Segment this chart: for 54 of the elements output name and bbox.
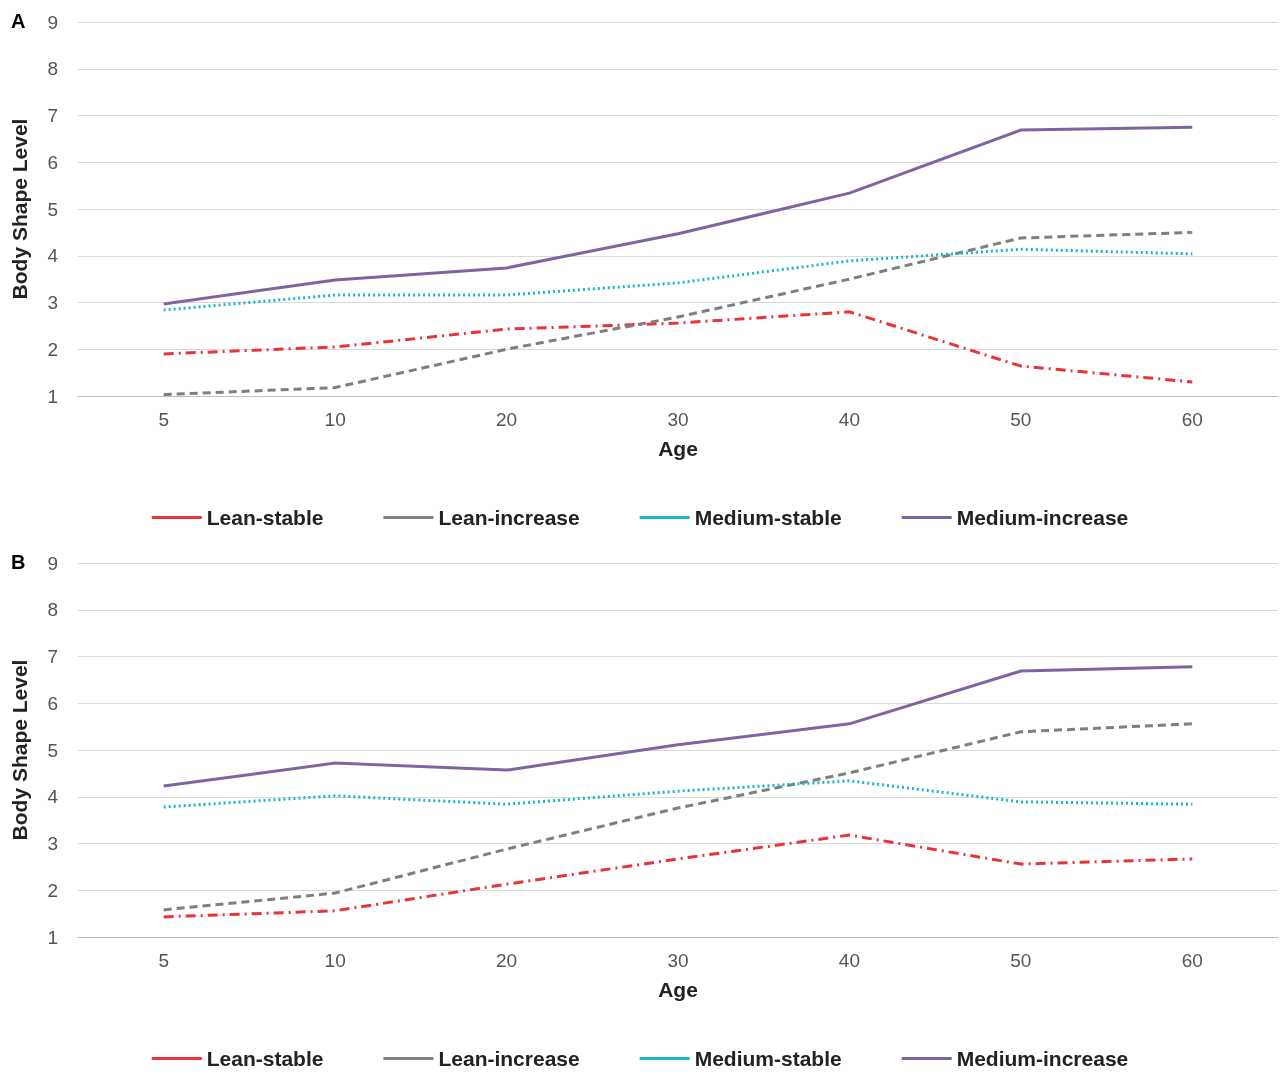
y-tick-label: 7 [47, 105, 58, 126]
x-tick-label: 20 [496, 950, 518, 971]
legend-label: Medium-increase [956, 1047, 1129, 1070]
y-tick-label: 2 [47, 879, 58, 901]
legend-label: Lean-stable [206, 1047, 324, 1070]
y-tick-label: 1 [47, 926, 58, 948]
y-tick-label: 5 [47, 198, 58, 220]
legend-label: Lean-stable [206, 506, 324, 529]
y-tick-label: 5 [47, 739, 58, 761]
line-series [162, 310, 1194, 384]
y-tick-label: 6 [47, 692, 58, 714]
x-tick-label: 60 [1181, 409, 1203, 430]
x-tick-label: 50 [1010, 409, 1032, 430]
line-series [162, 722, 1194, 912]
x-tick-label: 60 [1181, 950, 1203, 971]
y-tick-label: 8 [47, 599, 58, 621]
line-series [162, 833, 1194, 919]
legend-label: Lean-increase [438, 1047, 580, 1070]
y-tick-label: 8 [47, 58, 58, 80]
line-series [162, 779, 1194, 809]
x-tick-label: 40 [838, 409, 860, 430]
x-tick-label: 30 [667, 409, 689, 430]
x-tick-label: 50 [1010, 950, 1032, 971]
x-axis-title: Age [658, 437, 698, 460]
legend-label: Lean-increase [438, 506, 580, 529]
y-axis-title: Body Shape Level [8, 118, 31, 300]
y-tick-label: 4 [47, 786, 59, 808]
x-tick-label: 10 [324, 409, 346, 430]
x-tick-label: 5 [158, 950, 169, 971]
line-series [162, 125, 1194, 306]
chart-title: B [11, 551, 26, 573]
y-tick-label: 7 [47, 646, 58, 667]
x-axis-title: Age [658, 978, 698, 1001]
line-series [162, 665, 1194, 788]
y-tick-label: 9 [47, 552, 58, 574]
y-tick-label: 1 [47, 385, 58, 407]
line-series [162, 247, 1194, 312]
legend-label: Medium-stable [694, 506, 842, 529]
legend-label: Medium-increase [956, 506, 1129, 529]
x-tick-label: 30 [667, 950, 689, 971]
y-tick-label: 3 [47, 292, 58, 313]
x-tick-label: 40 [838, 950, 860, 971]
y-tick-label: 2 [47, 338, 58, 360]
chart-title: A [11, 10, 26, 32]
x-tick-label: 20 [496, 409, 518, 430]
x-tick-label: 10 [324, 950, 346, 971]
y-tick-label: 4 [47, 245, 59, 267]
x-tick-label: 5 [158, 409, 169, 430]
y-tick-label: 9 [47, 11, 58, 33]
y-axis-title: Body Shape Level [8, 659, 31, 841]
y-tick-label: 6 [47, 151, 58, 173]
y-tick-label: 3 [47, 833, 58, 854]
line-series [162, 230, 1194, 397]
legend-label: Medium-stable [694, 1047, 842, 1070]
